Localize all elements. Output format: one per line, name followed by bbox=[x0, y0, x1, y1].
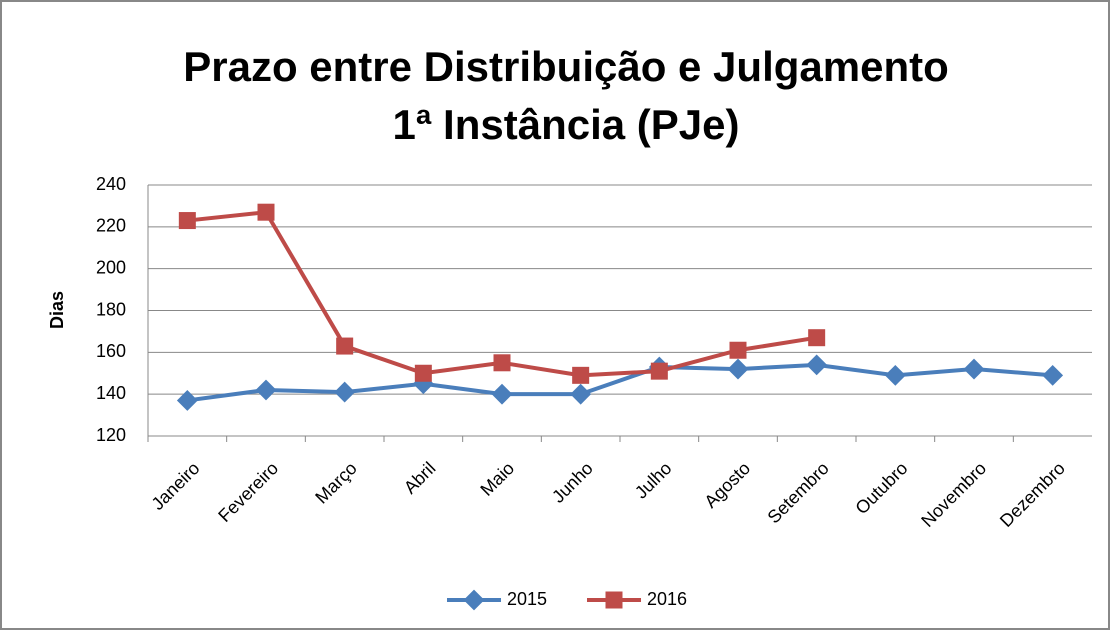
y-tick-label: 220 bbox=[96, 216, 126, 236]
data-point bbox=[570, 383, 592, 405]
data-point bbox=[806, 354, 828, 376]
data-point bbox=[650, 362, 668, 380]
chart-subtitle: 1ª Instância (PJe) bbox=[392, 101, 739, 148]
data-point bbox=[255, 379, 277, 401]
legend-marker bbox=[605, 591, 623, 609]
legend-marker bbox=[463, 589, 485, 611]
data-point bbox=[1042, 364, 1064, 386]
data-point bbox=[808, 329, 826, 347]
y-tick-label: 140 bbox=[96, 383, 126, 403]
legend-label: 2015 bbox=[507, 589, 547, 609]
data-point bbox=[963, 358, 985, 380]
data-point bbox=[493, 354, 511, 372]
data-point bbox=[178, 212, 196, 230]
data-point bbox=[884, 364, 906, 386]
legend-label: 2016 bbox=[647, 589, 687, 609]
data-point bbox=[572, 366, 590, 384]
data-point bbox=[491, 383, 513, 405]
data-point bbox=[336, 337, 354, 355]
y-tick-label: 120 bbox=[96, 425, 126, 445]
data-point bbox=[414, 364, 432, 382]
data-point bbox=[729, 341, 747, 359]
data-point bbox=[176, 390, 198, 411]
data-point bbox=[727, 358, 749, 380]
y-tick-label: 180 bbox=[96, 299, 126, 319]
chart-title: Prazo entre Distribuição e Julgamento bbox=[183, 43, 949, 90]
data-point bbox=[257, 203, 275, 221]
series-line bbox=[187, 362, 1053, 403]
data-point bbox=[334, 381, 356, 403]
y-axis-label: Dias bbox=[47, 291, 67, 329]
y-tick-label: 200 bbox=[96, 257, 126, 277]
y-tick-label: 240 bbox=[96, 174, 126, 194]
y-tick-label: 160 bbox=[96, 341, 126, 361]
